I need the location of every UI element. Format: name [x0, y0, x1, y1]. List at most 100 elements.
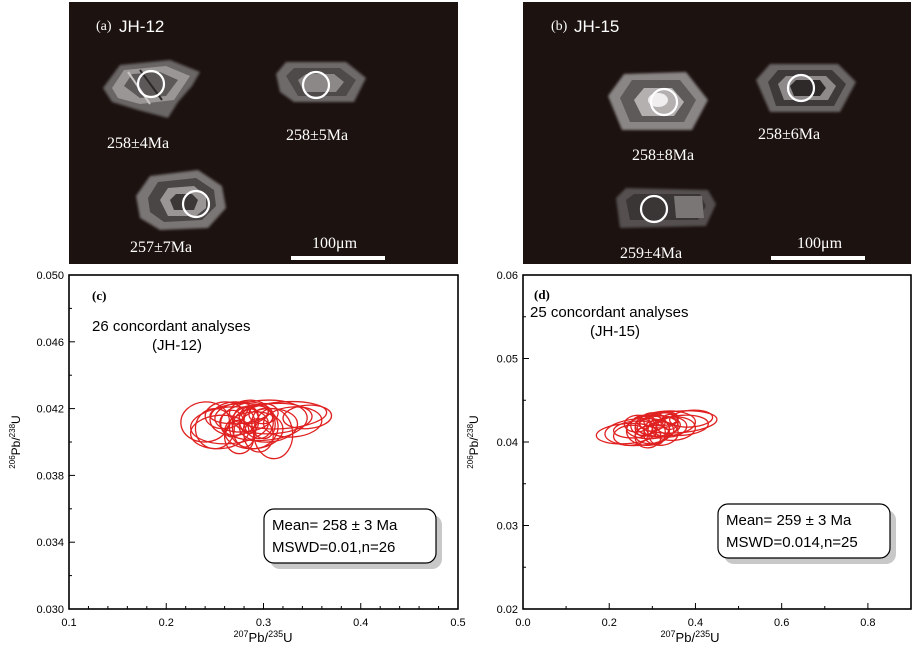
concordia-age-marker: [0, 0, 3, 3]
chart-title: 26 concordant analyses: [92, 318, 250, 335]
mean-age-text: Mean= 258 ± 3 Ma: [272, 517, 398, 534]
error-ellipse: [623, 414, 651, 433]
zircon-grain: [756, 64, 856, 112]
zircon-grain: [103, 60, 200, 118]
error-ellipse: [248, 402, 279, 425]
grain-age-label: 258±8Ma: [632, 147, 694, 164]
concordia-age-marker: [0, 0, 3, 3]
y-tick-label: 0.06: [497, 270, 518, 282]
scale-bar: [291, 256, 385, 260]
x-tick-label: 0.5: [450, 617, 465, 629]
concordia-age-marker: [0, 0, 3, 3]
concordia-age-marker: [0, 0, 3, 3]
x-tick-label: 0.6: [774, 617, 789, 629]
stats-box: Mean= 258 ± 3 Ma MSWD=0.01,n=26: [263, 508, 442, 569]
x-axis-label: 207Pb/235U: [234, 629, 293, 645]
concordia-age-marker: [0, 0, 3, 3]
concordia-age-marker: [0, 0, 3, 3]
concordia-group: [0, 0, 3, 3]
chart-panel-label: (c): [92, 288, 106, 303]
svg-text:207Pb/235U: 207Pb/235U: [234, 629, 293, 645]
analysis-spot: [181, 189, 211, 219]
concordia-age-marker: [0, 0, 3, 3]
scale-bar: [771, 256, 865, 260]
svg-text:207Pb/235U: 207Pb/235U: [661, 629, 720, 645]
y-tick-label: 0.03: [497, 521, 518, 533]
zircon-grain: [608, 72, 708, 130]
concordia-age-marker: [0, 0, 3, 3]
error-ellipse: [647, 418, 666, 446]
x-tick-label: 0.3: [256, 617, 271, 629]
error-ellipse: [668, 409, 714, 428]
concordia-group: [0, 0, 3, 3]
zircon-grain: [616, 188, 716, 228]
concordia-age-marker: [0, 0, 3, 3]
panel-b: (b) JH-15 258±8Ma 258±6Ma 259±4Ma: [523, 2, 911, 264]
error-ellipse: [233, 402, 313, 435]
analysis-spot: [136, 69, 166, 99]
concordia-age-marker: [0, 0, 3, 3]
chart-title: 25 concordant analyses: [530, 304, 688, 321]
chart-subtitle: (JH-15): [590, 323, 640, 340]
error-ellipse: [223, 419, 255, 455]
concordia-age-marker: [0, 0, 3, 3]
x-tick-label: 0.4: [688, 617, 703, 629]
error-ellipse: [595, 422, 658, 445]
concordia-age-marker: [0, 0, 3, 3]
panel-a: (a) JH-12 258±4Ma 258±5Ma 257±7: [69, 2, 458, 264]
chart-subtitle: (JH-12): [152, 337, 202, 354]
panel-a-sample: JH-12: [119, 17, 164, 36]
error-ellipse: [231, 406, 257, 448]
error-ellipse: [282, 404, 333, 430]
error-ellipse: [656, 414, 709, 437]
x-axis-label: 207Pb/235U: [661, 629, 720, 645]
mean-age-text: Mean= 259 ± 3 Ma: [726, 512, 852, 529]
concordia-age-marker: [0, 0, 3, 3]
svg-text:206Pb/238U: 206Pb/238U: [8, 415, 23, 468]
scale-bar-label: 100μm: [797, 235, 843, 252]
y-tick-label: 0.038: [36, 470, 64, 482]
y-tick-label: 0.034: [36, 537, 64, 549]
error-ellipse: [219, 399, 308, 442]
panel-b-sample: JH-15: [574, 17, 619, 36]
cl-image-background: [69, 2, 458, 264]
error-ellipse: [636, 415, 681, 437]
y-tick-label: 0.05: [497, 354, 518, 366]
y-axis-label: 206Pb/238U: [466, 415, 481, 468]
concordia-age-marker: [0, 0, 3, 3]
concordia-age-marker: [0, 0, 3, 3]
panel-b-label: (b): [551, 19, 568, 34]
x-tick-label: 0.0: [515, 617, 530, 629]
grain-age-label: 258±6Ma: [758, 126, 820, 143]
grain-age-label: 258±5Ma: [286, 127, 348, 144]
cl-image-background: [523, 2, 911, 264]
concordia-chart-c: (c) 26 concordant analyses (JH-12) 0.1 0.…: [0, 0, 466, 645]
error-ellipse: [634, 424, 671, 445]
analysis-spot: [301, 70, 331, 100]
error-ellipse: [209, 402, 269, 425]
concordia-age-marker: [0, 0, 3, 3]
concordia-age-marker: [0, 0, 3, 3]
y-tick-label: 0.046: [36, 337, 64, 349]
concordia-age-marker: [0, 0, 3, 3]
y-tick-label: 0.030: [36, 604, 64, 616]
concordia-age-marker: [0, 0, 3, 3]
x-tick-label: 0.8: [860, 617, 875, 629]
svg-text:206Pb/238U: 206Pb/238U: [466, 415, 481, 468]
grain-age-label: 257±7Ma: [130, 239, 192, 256]
chart-marks: 0.1 0.2 0.3 0.4 0.5 0.030 0.034 0.038 0.042 0.046…: [0, 0, 465, 629]
error-ellipse: [251, 407, 276, 440]
concordia-age-marker: [0, 0, 3, 3]
x-tick-label: 0.2: [602, 617, 617, 629]
concordia-age-marker: [0, 0, 3, 3]
y-tick-label: 0.04: [497, 437, 518, 449]
concordia-age-marker: [0, 0, 3, 3]
x-tick-label: 0.4: [353, 617, 368, 629]
analysis-spot: [786, 73, 816, 103]
concordia-age-marker: [0, 0, 3, 3]
scale-bar-label: 100μm: [312, 235, 358, 252]
zircon-grain: [136, 170, 226, 230]
concordia-age-marker: [0, 0, 3, 3]
zircon-grain: [276, 62, 366, 102]
